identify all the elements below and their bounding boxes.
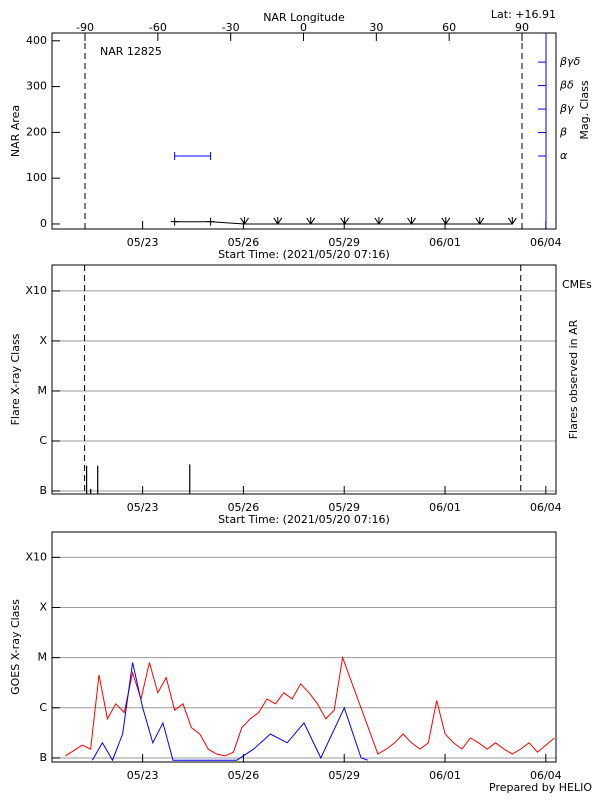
x-tick-label: 06/04 [530, 769, 562, 782]
x2-tick-label: -30 [222, 21, 240, 34]
y-tick-label: 0 [40, 217, 47, 230]
y-tick-label: X [39, 334, 47, 347]
x2-tick-label: 30 [369, 21, 383, 34]
annotation: CMEs [562, 278, 592, 291]
annotation: Lat: +16.91 [491, 8, 556, 21]
y2-tick-label: β [559, 126, 567, 139]
series-line [65, 655, 555, 757]
y-tick-label: X [39, 600, 47, 613]
x2-tick-label: 60 [442, 21, 456, 34]
y2-tick-label: βγ [559, 102, 574, 115]
series-marker [407, 216, 416, 225]
x2-tick-label: -90 [76, 21, 94, 34]
y2-tick-label: α [560, 149, 568, 162]
plot-area [86, 464, 191, 494]
plot-frame [51, 264, 557, 495]
series-marker [240, 216, 249, 225]
x-tick-label: 05/29 [328, 236, 360, 249]
plot-frame [51, 531, 557, 763]
x-tick-label: 05/23 [127, 501, 159, 514]
y-tick-label: B [39, 751, 47, 764]
x2-tick-label: -60 [149, 21, 167, 34]
y2-label: Mag. Class [578, 80, 591, 139]
x2-label: NAR Longitude [263, 11, 345, 24]
x-tick-label: 05/26 [228, 769, 260, 782]
plot-area [65, 655, 555, 762]
y-tick-label: 100 [26, 171, 47, 184]
plot-frame [51, 32, 557, 230]
x-tick-label: 05/23 [127, 769, 159, 782]
series-marker [273, 216, 283, 225]
x-tick-label: 06/01 [429, 236, 461, 249]
footer: Prepared by HELIO [489, 781, 592, 794]
x-tick-label: 05/29 [328, 769, 360, 782]
series-marker [206, 217, 215, 226]
y2-label: Flares observed in AR [567, 319, 580, 439]
y-tick-label: X10 [25, 284, 47, 297]
series-marker [507, 216, 517, 225]
y2-tick-label: βγδ [559, 55, 581, 68]
x-tick-label: 06/04 [530, 236, 562, 249]
y-tick-label: B [39, 484, 47, 497]
y-label: GOES X-ray Class [9, 599, 22, 695]
y-tick-label: 200 [26, 125, 47, 138]
y-label: NAR Area [9, 105, 22, 157]
x-tick-label: 06/01 [429, 769, 461, 782]
plot-area [170, 151, 517, 226]
y-tick-label: C [39, 434, 47, 447]
series-marker [374, 216, 384, 225]
x-tick-label: 06/04 [530, 501, 562, 514]
x-tick-label: 06/01 [429, 501, 461, 514]
series-marker [475, 216, 485, 225]
y-tick-label: M [38, 384, 48, 397]
x2-tick-label: 0 [300, 21, 307, 34]
series-marker [441, 216, 451, 225]
series-marker [306, 216, 316, 225]
y-tick-label: 400 [26, 34, 47, 47]
y-tick-label: M [38, 651, 48, 664]
y-label: Flare X-ray Class [9, 333, 22, 425]
series-marker [340, 216, 350, 225]
x-tick-label: 05/29 [328, 501, 360, 514]
y-tick-label: C [39, 701, 47, 714]
series-line [91, 662, 368, 762]
y-tick-label: X10 [25, 550, 47, 563]
x-label: Start Time: (2021/05/20 07:16) [218, 513, 390, 526]
series-marker [170, 217, 179, 226]
x-label: Start Time: (2021/05/20 07:16) [218, 248, 390, 261]
x-tick-label: 05/26 [228, 501, 260, 514]
x-tick-label: 05/23 [127, 236, 159, 249]
x-tick-label: 05/26 [228, 236, 260, 249]
y-tick-label: 300 [26, 80, 47, 93]
x2-tick-label: 90 [515, 21, 529, 34]
chart-title: NAR 12825 [100, 45, 162, 58]
y2-tick-label: βδ [559, 79, 574, 92]
